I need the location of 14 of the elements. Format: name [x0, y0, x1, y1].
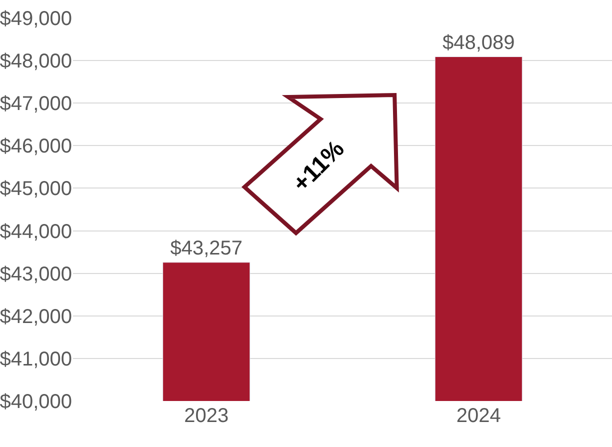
x-tick-label: 2023: [184, 405, 229, 427]
y-tick-label: $40,000: [0, 391, 72, 413]
y-tick-label: $42,000: [0, 306, 72, 328]
y-tick-label: $44,000: [0, 220, 72, 243]
y-tick-label: $46,000: [0, 136, 72, 158]
y-tick-label: $41,000: [0, 348, 72, 370]
y-tick-label: $49,000: [0, 8, 72, 30]
data-label: $43,257: [170, 237, 243, 260]
x-tick-label: 2024: [456, 405, 501, 427]
y-tick-label: $43,000: [0, 263, 72, 286]
y-tick-label: $48,000: [0, 50, 72, 73]
y-tick-label: $45,000: [0, 178, 72, 200]
data-label: $48,089: [442, 32, 515, 54]
y-tick-label: $47,000: [0, 93, 72, 116]
